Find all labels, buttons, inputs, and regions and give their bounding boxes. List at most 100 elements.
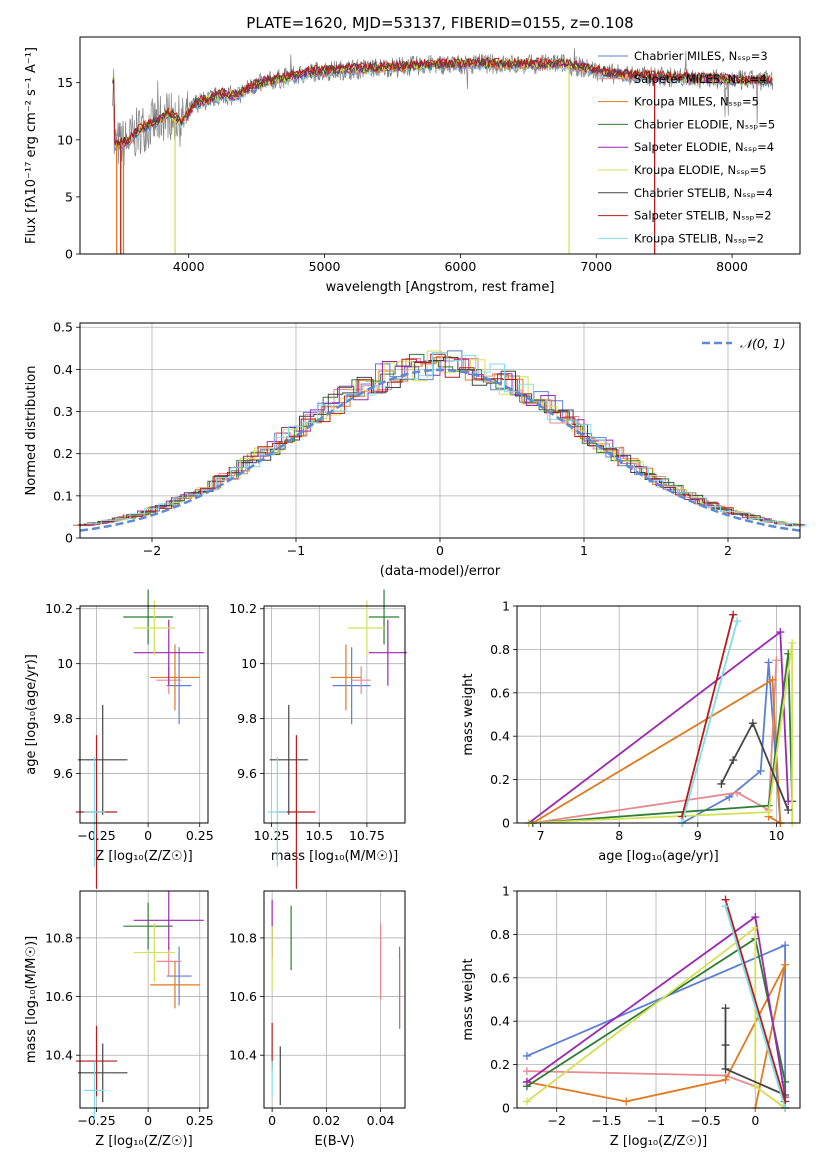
weight-line-salpeter_stelib: [681, 614, 735, 817]
weight-line-kroupa_elodie: [528, 642, 793, 824]
y-tick-label: 0: [502, 1101, 510, 1116]
legend-label: Salpeter STELIB, Nₛₛₚ=2: [634, 209, 772, 223]
y-axis-label: mass [log₁₀(M/M☉)]: [24, 936, 39, 1063]
x-tick-label: −1: [287, 543, 305, 558]
y-tick-label: 10: [57, 656, 73, 671]
x-tick-label: −2: [143, 543, 161, 558]
weight-point-marker: [721, 1075, 730, 1084]
y-tick-label: 10: [57, 132, 73, 147]
weight-point-marker: [729, 610, 738, 619]
histogram-steps-kroupa_stelib: [86, 352, 807, 527]
y-tick-label: 10.4: [229, 1048, 257, 1063]
axes-frame: [79, 36, 801, 255]
y-tick-label: 9.8: [53, 711, 73, 726]
x-tick-label: 0: [144, 1113, 152, 1128]
y-tick-label: 0.1: [53, 488, 73, 503]
y-tick-label: 0.4: [53, 362, 73, 377]
plot-area: [522, 895, 790, 1112]
weight-line-kroupa_miles: [532, 678, 782, 825]
x-tick-label: 0.04: [367, 1113, 395, 1128]
weight-point-marker: [733, 788, 742, 797]
chart-mass_vs_ebv: 0 0.02 0.04 10.4 10.6 10.8 E(B-V): [229, 890, 406, 1149]
y-tick-label: 10.8: [229, 930, 257, 945]
y-tick-label: 9.6: [237, 766, 257, 781]
x-axis-label: age [log₁₀(age/yr)]: [598, 849, 719, 864]
chart-age_vs_mass: 10.25 10.5 10.75 9.6 9.8 10 10.2 mass [log₁₀(M/…: [229, 589, 407, 889]
weight-point-marker: [751, 923, 760, 932]
x-tick-label: 8000: [716, 259, 748, 274]
weight-point-marker: [733, 617, 742, 626]
y-tick-label: 0.8: [490, 927, 510, 942]
plot-area: [524, 610, 797, 827]
y-tick-label: 10.6: [229, 989, 257, 1004]
y-tick-label: 0.6: [490, 970, 510, 985]
legend-label: Salpeter ELODIE, Nₛₛₚ=4: [634, 140, 774, 154]
x-axis-label: Z [log₁₀(Z/Z☉)]: [95, 849, 192, 864]
x-tick-label: −0.5: [690, 1113, 720, 1128]
weight-line-salpeter_miles: [532, 660, 778, 824]
weight-point-marker: [622, 1097, 631, 1106]
plot-area: [271, 899, 401, 1106]
x-tick-label: 10.75: [349, 828, 385, 843]
y-tick-label: 9.8: [237, 711, 257, 726]
legend-label: Kroupa ELODIE, Nₛₛₚ=5: [634, 163, 767, 177]
spectrum-model-line-chabrier_stelib: [112, 56, 773, 147]
x-tick-label: −0.25: [77, 1113, 115, 1128]
x-axis-label: Z [log₁₀(Z/Z☉)]: [610, 1134, 707, 1149]
weight-line-chabrier_stelib: [720, 721, 790, 811]
axes-frame: [79, 322, 801, 539]
y-axis-label: mass weight: [461, 673, 476, 755]
y-tick-label: 0.2: [53, 446, 73, 461]
weight-point-marker: [721, 1041, 730, 1050]
weight-point-marker: [781, 941, 790, 950]
y-tick-label: 0.2: [490, 772, 510, 787]
legend-label: Salpeter MILES, Nₛₛₚ=4: [634, 72, 767, 86]
x-axis-label: Z [log₁₀(Z/Z☉)]: [95, 1134, 192, 1149]
weight-point-marker: [721, 902, 730, 911]
normal-curve: [79, 368, 801, 532]
y-axis-label: Flux [fλ10⁻¹⁷ erg cm⁻² s⁻¹ A⁻¹]: [24, 47, 39, 244]
x-tick-label: 6000: [444, 259, 476, 274]
chart-residuals: −2 −1 0 1 2 0 0.1 0.2 0.3 0.4 0.5 (data-model)/erro…: [24, 320, 807, 579]
y-axis-label: age [log₁₀(age/yr)]: [24, 654, 39, 775]
y-tick-label: 10.8: [45, 930, 73, 945]
weight-point-marker: [784, 805, 793, 814]
y-tick-label: 0.2: [490, 1057, 510, 1072]
x-tick-label: 8: [615, 828, 623, 843]
legend-label: Kroupa STELIB, Nₛₛₚ=2: [634, 231, 764, 245]
chart-weight_vs_z: −2 −1.5 −1 −0.5 0 0 0.2 0.4 0.6 0.8 1 Z [log₁₀(Z/Z☉…: [461, 884, 801, 1149]
weight-point-marker: [764, 808, 773, 817]
y-tick-label: 10.2: [45, 601, 73, 616]
x-tick-label: 0.02: [312, 1113, 340, 1128]
chart-mass_vs_z: −0.25 0 0.25 10.4 10.6 10.8 Z [log₁₀(Z/Z☉)] mas…: [24, 890, 214, 1149]
y-tick-label: 0.8: [490, 642, 510, 657]
weight-point-marker: [788, 638, 797, 647]
y-tick-label: 10.4: [45, 1048, 73, 1063]
chart-spectrum: 4000 5000 6000 7000 8000 0 5 10 15 wavelength [An…: [24, 36, 801, 295]
weight-point-marker: [729, 756, 738, 765]
y-tick-label: 1: [502, 884, 510, 899]
y-tick-label: 0.4: [490, 729, 510, 744]
weight-point-marker: [717, 779, 726, 788]
y-tick-label: 0: [65, 247, 73, 262]
plot-area: 𝒩(0, 1): [73, 336, 807, 532]
weight-line-salpeter_stelib: [724, 899, 786, 1102]
y-tick-label: 0.6: [490, 685, 510, 700]
weight-point-marker: [522, 1067, 531, 1076]
legend-label: 𝒩(0, 1): [740, 336, 786, 351]
histogram-steps-salpeter_stelib: [85, 353, 806, 526]
x-tick-label: 7: [537, 828, 545, 843]
y-axis-label: mass weight: [461, 958, 476, 1040]
legend-label: Chabrier STELIB, Nₛₛₚ=4: [634, 186, 773, 200]
x-tick-label: 9: [694, 828, 702, 843]
weight-line-salpeter_elodie: [528, 630, 790, 824]
spectrum-model-line-salpeter_stelib: [112, 55, 773, 146]
axes-frame: [516, 605, 801, 824]
weight-point-marker: [522, 1097, 531, 1106]
x-tick-label: −2: [548, 1113, 566, 1128]
x-tick-label: 10: [768, 828, 784, 843]
weight-point-marker: [781, 960, 790, 969]
x-tick-label: 2: [724, 543, 732, 558]
y-tick-label: 0.4: [490, 1014, 510, 1029]
